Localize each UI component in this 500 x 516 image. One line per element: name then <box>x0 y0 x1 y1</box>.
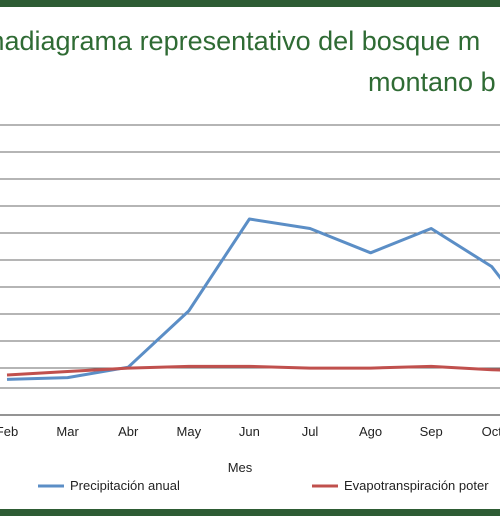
x-tick-label: Jun <box>239 424 260 439</box>
chart-title-line-1: madiagrama representativo del bosque m <box>0 26 481 56</box>
bottom-border-band <box>0 509 500 516</box>
x-tick-label: Feb <box>0 424 18 439</box>
chart-title-line-2: montano b <box>368 67 496 97</box>
x-tick-label: Abr <box>118 424 139 439</box>
x-tick-label: Jul <box>302 424 319 439</box>
series-line-precipitacion <box>6 217 500 381</box>
x-tick-labels: Feb Mar Abr May Jun Jul Ago Sep Oct <box>0 424 500 439</box>
x-tick-label: Mar <box>56 424 79 439</box>
x-tick-label: Ago <box>359 424 382 439</box>
series-line-evapotranspiracion <box>6 364 500 377</box>
x-tick-label: Sep <box>420 424 443 439</box>
legend-label: Evapotranspiración poter <box>344 478 489 493</box>
x-tick-label: Oct <box>482 424 500 439</box>
legend: Precipitación anual Evapotranspiración po… <box>38 478 489 493</box>
series-lines <box>6 217 500 381</box>
top-border-band <box>0 0 500 7</box>
x-axis-label: Mes <box>228 460 253 475</box>
x-tick-label: May <box>177 424 202 439</box>
legend-label: Precipitación anual <box>70 478 180 493</box>
